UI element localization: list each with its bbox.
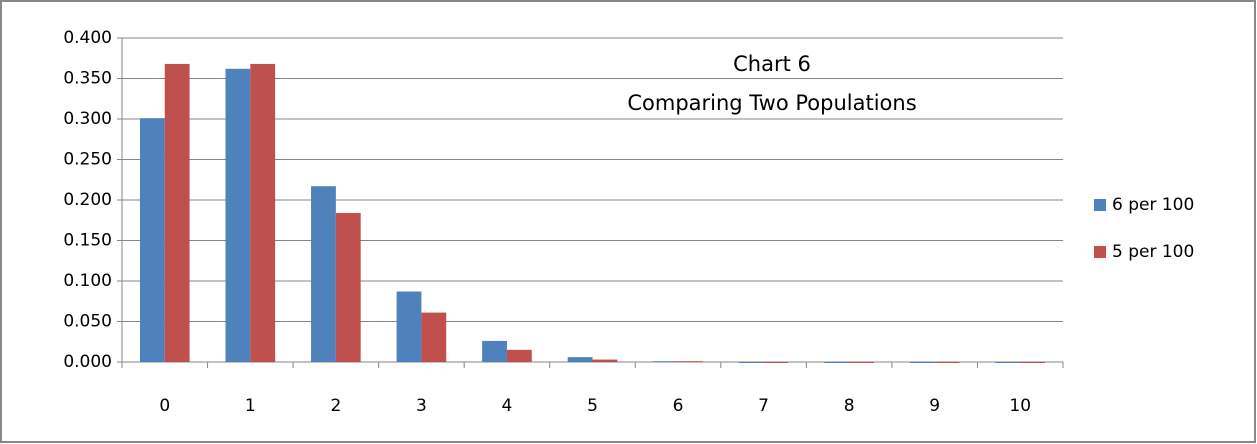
bar (849, 362, 874, 363)
y-tick-label: 0.250 (63, 150, 112, 170)
bar (250, 63, 276, 363)
bar (139, 118, 165, 362)
bar (653, 361, 679, 363)
x-tick-label: 9 (929, 396, 940, 416)
bar (311, 186, 336, 362)
y-tick-label: 0.200 (63, 190, 112, 210)
bar (164, 63, 190, 363)
bar (678, 361, 703, 363)
x-tick-label: 3 (416, 396, 427, 416)
x-tick-label: 8 (844, 396, 855, 416)
y-tick-label: 0.150 (63, 231, 112, 251)
bar (421, 312, 447, 362)
legend-label: 5 per 100 (1112, 242, 1194, 262)
bar (934, 362, 960, 363)
bar (592, 359, 618, 362)
bar (995, 362, 1021, 363)
x-tick-label: 5 (587, 396, 598, 416)
x-tick-label: 0 (159, 396, 170, 416)
bar (763, 362, 789, 363)
y-tick-label: 0.000 (63, 352, 112, 372)
bar (738, 362, 764, 363)
x-tick-label: 7 (758, 396, 769, 416)
bar (567, 357, 593, 362)
x-tick-label: 4 (502, 396, 513, 416)
chart-subtitle: Comparing Two Populations (627, 91, 916, 115)
x-tick-label: 2 (330, 396, 341, 416)
legend-swatch (1094, 199, 1106, 211)
y-tick-label: 0.350 (63, 69, 112, 89)
bar (482, 340, 507, 362)
x-tick-label: 1 (245, 396, 256, 416)
bar (506, 349, 532, 362)
bar (396, 291, 422, 362)
legend-label: 6 per 100 (1112, 195, 1194, 215)
bar (824, 362, 850, 363)
y-tick-label: 0.300 (63, 109, 112, 129)
bar (1020, 362, 1046, 363)
legend-swatch (1094, 246, 1106, 258)
y-tick-label: 0.400 (63, 28, 112, 48)
bar (225, 68, 251, 362)
y-tick-label: 0.100 (63, 271, 112, 291)
x-tick-label: 6 (673, 396, 684, 416)
bar (909, 362, 935, 363)
y-tick-label: 0.050 (63, 312, 112, 332)
chart-title: Chart 6 (733, 52, 811, 76)
bar (335, 212, 361, 362)
x-tick-label: 10 (1009, 396, 1031, 416)
